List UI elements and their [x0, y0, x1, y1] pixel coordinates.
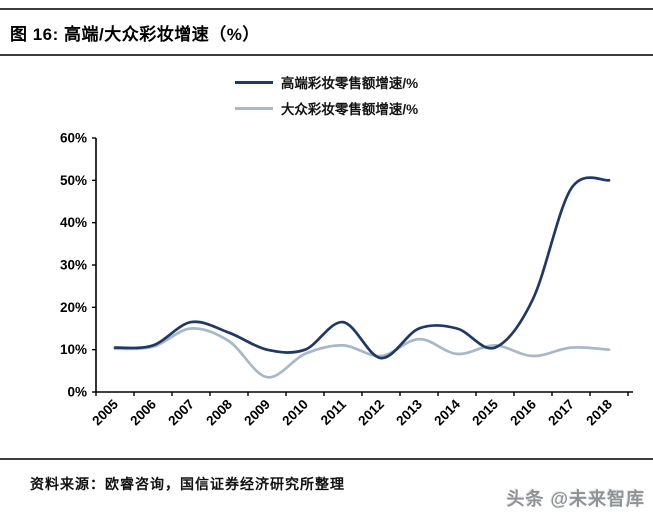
mass-line-swatch-icon — [234, 106, 273, 110]
figure-title-bar: 图 16: 高端/大众彩妆增速（%） — [0, 8, 653, 56]
chart-legend: 高端彩妆零售额增速/% 大众彩妆零售额增速/% — [0, 72, 653, 118]
legend-label-mass: 大众彩妆零售额增速/% — [280, 102, 419, 117]
x-axis-label-2005: 2005 — [89, 396, 121, 428]
page-title: 图 16: 高端/大众彩妆增速（%） — [10, 24, 260, 44]
x-axis-label-2013: 2013 — [393, 396, 425, 428]
figure-footer: 资料来源：欧睿咨询，国信证券经济研究所整理 头条 @未来智库 — [0, 458, 653, 517]
legend-item-highend: 高端彩妆零售额增速/% — [234, 72, 419, 92]
x-axis-label-2016: 2016 — [507, 396, 539, 428]
y-axis-label-20: 20% — [60, 300, 87, 315]
x-axis-label-2009: 2009 — [241, 397, 273, 429]
highend-line-swatch-icon — [234, 80, 273, 84]
x-axis-label-2011: 2011 — [318, 396, 350, 428]
source-text: 资料来源：欧睿咨询，国信证券经济研究所整理 — [30, 476, 345, 492]
legend-item-mass: 大众彩妆零售额增速/% — [234, 98, 419, 118]
series-line-highend — [113, 176, 611, 360]
y-axis-label-60: 60% — [60, 131, 87, 146]
y-axis-label-50: 50% — [60, 173, 87, 188]
x-axis-label-2006: 2006 — [127, 396, 159, 428]
y-axis-label-30: 30% — [60, 258, 87, 273]
x-axis-label-2014: 2014 — [431, 396, 463, 428]
x-axis-label-2018: 2018 — [583, 396, 615, 428]
x-axis-label-2017: 2017 — [545, 397, 577, 429]
y-axis-label-10: 10% — [60, 342, 87, 357]
line-chart: 0% 10% 20% 30% 40% 50% 60% 2005 2006 2007 2008 2009… — [60, 131, 633, 429]
x-axis-label-2012: 2012 — [355, 397, 387, 429]
x-axis-label-2008: 2008 — [203, 396, 235, 428]
y-axis-label-40: 40% — [60, 215, 87, 230]
x-axis-label-2007: 2007 — [165, 397, 197, 429]
x-axis-label-2010: 2010 — [279, 397, 311, 429]
legend-label-highend: 高端彩妆零售额增速/% — [280, 76, 419, 91]
series-line-mass — [113, 327, 611, 379]
y-axis-label-0: 0% — [67, 385, 87, 400]
watermark-text: 头条 @未来智库 — [506, 489, 645, 509]
chart-region: 高端彩妆零售额增速/% 大众彩妆零售额增速/% 0% 10% 20% 30% 40% 50… — [0, 58, 653, 458]
x-axis-label-2015: 2015 — [469, 396, 501, 428]
